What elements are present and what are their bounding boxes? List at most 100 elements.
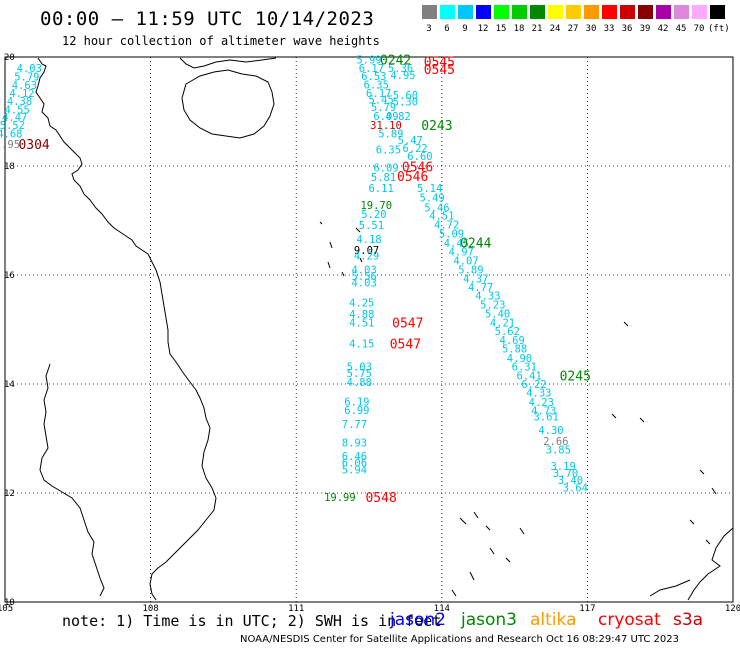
scale-label: 39 (639, 24, 651, 34)
leizhou-coast (179, 57, 277, 69)
swh-value: 3.70 (553, 468, 578, 480)
swh-value: 4.47 (2, 112, 27, 124)
swh-value: 6.60 (407, 151, 432, 163)
pass-time-label: 0304 (18, 138, 49, 153)
scale-label: 33 (603, 24, 615, 34)
map-title: 00:00 – 11:59 UTC 10/14/2023 (40, 8, 375, 30)
swh-value: 5.45 (368, 95, 393, 107)
pass-time-label: 0245 (560, 369, 591, 384)
pass-time-label: 0546 (402, 161, 433, 176)
swh-value: 4.88 (349, 309, 374, 321)
swh-value: 4.88 (347, 377, 372, 389)
scale-swatch (548, 5, 563, 19)
scale-swatch (476, 5, 491, 19)
swh-value: 4.25 (349, 297, 374, 309)
map-subtitle: 12 hour collection of altimeter wave hei… (62, 34, 380, 48)
swh-value: 3.19 (550, 461, 575, 473)
swh-value: 6.22 (521, 379, 546, 391)
coastline (35, 57, 734, 601)
swh-value: 5.79 (14, 72, 39, 84)
scale-label: 27 (567, 24, 579, 34)
scale-label: 9 (462, 24, 468, 34)
swh-value: 6.19 (344, 396, 369, 408)
swh-value: 4.12 (9, 88, 34, 100)
swh-value: 6.17 (366, 88, 391, 100)
swh-value: 6.31 (512, 362, 537, 374)
swh-value: 4.45 (444, 238, 469, 250)
swh-value: 5.89 (458, 265, 483, 277)
swh-value: 4.69 (500, 335, 525, 347)
longitude-label: 108 (142, 604, 158, 614)
axis-labels: 105 108 111 114 117 120 20 18 16 14 12 10 (0, 53, 740, 614)
swh-value: 4.72 (434, 219, 459, 231)
swh-value: 9.07 (354, 245, 379, 257)
swh-value: 5.56 (351, 271, 376, 283)
swh-value: 6.11 (368, 183, 393, 195)
swh-value: 5.14 (417, 183, 442, 195)
swh-value: 19.70 (360, 200, 392, 212)
pass-time-label: 0244 (460, 236, 491, 251)
pass-time-label: 0545 (424, 55, 455, 70)
longitude-label: 105 (0, 604, 13, 614)
legend-s3a: s3a (673, 610, 704, 630)
swh-value: 5.75 (347, 368, 372, 380)
scale-swatch (440, 5, 455, 19)
scale-swatch (638, 5, 653, 19)
swh-value: 4.03 (17, 63, 42, 75)
swh-value: 5.40 (485, 309, 510, 321)
spratly-islands (451, 321, 645, 597)
south-coastline (39, 363, 105, 597)
swh-value: 5.88 (502, 344, 527, 356)
scale-swatch (566, 5, 581, 19)
pass-time-label: 0546 (397, 170, 428, 185)
swh-value: 4.63 (12, 80, 37, 92)
map-frame (4, 56, 734, 603)
swh-value: 5.36 (388, 63, 413, 75)
scale-label: 70 (693, 24, 705, 34)
swh-value: 5.49 (419, 193, 444, 205)
swh-value: 4.07 (453, 255, 478, 267)
swh-value: 5.23 (480, 299, 505, 311)
swh-value: 5.94 (342, 465, 367, 477)
scale-swatch (710, 5, 725, 19)
swh-value: 6.09 (373, 163, 398, 175)
swh-value: 3.61 (533, 412, 558, 424)
longitude-label: 111 (288, 604, 304, 614)
scale-swatch (674, 5, 689, 19)
scale-label: 6 (444, 24, 450, 34)
latitude-label: 20 (4, 53, 15, 63)
scale-swatch (692, 5, 707, 19)
philippines-coast (649, 527, 734, 601)
latitude-label: 14 (4, 380, 15, 390)
scale-swatch (584, 5, 599, 19)
mainland-coastline (35, 57, 217, 601)
swh-value: 4.03 (351, 278, 376, 290)
pass-time-label: 0243 (421, 119, 452, 134)
legend-altika: altika (530, 610, 577, 630)
swh-value: 4.37 (463, 273, 488, 285)
swh-value: 4.90 (507, 353, 532, 365)
swh-value: 4.03 (351, 265, 376, 277)
legend-jason2: jason2 (390, 610, 446, 630)
swh-value: 5.62 (495, 326, 520, 338)
swh-value: 4.15 (349, 339, 374, 351)
scale-swatch (422, 5, 437, 19)
swh-value: 4.68 (0, 128, 23, 140)
swh-value: 4.23 (529, 397, 554, 409)
graticule (5, 57, 733, 602)
scale-swatch (602, 5, 617, 19)
swh-value: 6.35 (376, 145, 401, 157)
swh-value: 4.97 (449, 247, 474, 259)
swh-value: 31.10 (370, 120, 402, 132)
swh-value: 6.46 (342, 451, 367, 463)
scale-swatch (530, 5, 545, 19)
swh-value: 6.17 (359, 63, 384, 75)
footnote: note: 1) Time is in UTC; 2) SWH is in fe… (62, 612, 442, 630)
swh-value: 4.77 (468, 282, 493, 294)
swh-value: 3.40 (558, 475, 583, 487)
scale-label: 12 (477, 24, 489, 34)
scale-label: (ft) (708, 24, 730, 34)
pass-time-label: 0242 (380, 54, 411, 69)
swh-value: 3.85 (546, 444, 571, 456)
